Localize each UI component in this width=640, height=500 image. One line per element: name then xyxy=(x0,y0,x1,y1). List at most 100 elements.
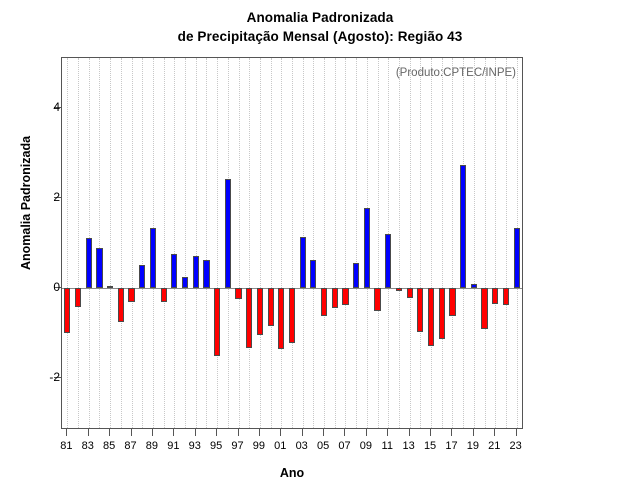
bar-04 xyxy=(310,259,317,289)
bar-14 xyxy=(417,288,424,333)
bar-87 xyxy=(128,288,135,303)
bar-89 xyxy=(149,228,157,289)
gridline-vertical xyxy=(270,58,272,428)
bar-90 xyxy=(160,288,167,303)
x-tick-label: 89 xyxy=(145,440,159,452)
gridline-vertical xyxy=(78,58,80,428)
bar-20 xyxy=(481,288,488,329)
bar-88 xyxy=(139,264,146,289)
gridline-vertical xyxy=(420,58,422,428)
x-tick-mark xyxy=(301,429,303,436)
bar-05 xyxy=(320,288,328,317)
x-tick-mark xyxy=(323,429,325,436)
x-tick-mark xyxy=(451,429,453,436)
bar-95 xyxy=(214,288,221,356)
x-tick-label: 93 xyxy=(188,440,201,452)
bar-09 xyxy=(363,208,370,289)
gridline-vertical xyxy=(142,58,144,428)
bar-19 xyxy=(470,283,477,289)
bar-22 xyxy=(502,288,510,305)
x-tick-mark xyxy=(87,429,89,436)
gridline-vertical xyxy=(377,58,379,428)
x-tick-mark xyxy=(151,429,153,436)
x-tick-label: 97 xyxy=(231,440,244,452)
x-tick-mark xyxy=(472,429,474,436)
x-tick-mark xyxy=(130,429,132,436)
gridline-vertical xyxy=(356,58,358,428)
gridline-vertical xyxy=(324,58,326,428)
y-tick-mark xyxy=(54,287,61,289)
y-tick-mark xyxy=(54,196,61,198)
bar-15 xyxy=(427,288,435,346)
x-axis-label: Ano xyxy=(279,466,305,480)
y-tick-label: 2 xyxy=(53,189,60,204)
gridline-vertical xyxy=(195,58,197,428)
x-tick-mark xyxy=(237,429,239,436)
y-tick-label: 0 xyxy=(53,280,60,295)
gridline-vertical xyxy=(313,58,315,428)
x-tick-label: 13 xyxy=(402,440,415,452)
plot-area: (Produto:CPTEC/INPE) xyxy=(61,57,523,429)
gridline-vertical xyxy=(163,58,165,428)
source-annotation: (Produto:CPTEC/INPE) xyxy=(395,67,516,79)
x-tick-label: 11 xyxy=(381,440,393,452)
y-axis-label: Anomalia Padronizada xyxy=(19,135,33,271)
gridline-vertical xyxy=(431,58,433,428)
bar-83 xyxy=(85,238,92,289)
y-tick-label: 4 xyxy=(53,99,60,114)
gridline-vertical xyxy=(409,58,411,428)
gridline-vertical xyxy=(110,58,112,428)
gridline-vertical xyxy=(441,58,443,428)
chart-title-line-2: de Precipitação Mensal (Agosto): Região … xyxy=(177,29,463,44)
x-tick-label: 05 xyxy=(316,440,330,452)
gridline-vertical xyxy=(495,58,497,428)
bar-18 xyxy=(460,165,467,289)
x-tick-label: 21 xyxy=(488,440,501,452)
x-tick-label: 87 xyxy=(124,440,137,452)
gridline-vertical xyxy=(131,58,133,428)
x-tick-mark xyxy=(258,429,260,436)
gridline-vertical xyxy=(505,58,507,428)
bar-84 xyxy=(96,247,103,289)
gridline-vertical xyxy=(345,58,347,428)
x-tick-mark xyxy=(387,429,389,436)
x-tick-label: 99 xyxy=(252,440,266,452)
gridline-vertical xyxy=(217,58,219,428)
bar-97 xyxy=(235,288,242,300)
bar-86 xyxy=(117,288,124,322)
bar-10 xyxy=(374,288,381,311)
gridline-vertical xyxy=(67,58,69,428)
bar-12 xyxy=(395,288,403,291)
bar-16 xyxy=(438,288,445,340)
gridline-vertical xyxy=(120,58,122,428)
x-tick-mark xyxy=(66,429,68,436)
gridline-vertical xyxy=(484,58,486,428)
gridline-vertical xyxy=(249,58,251,428)
gridline-vertical xyxy=(281,58,283,428)
gridline-vertical xyxy=(238,58,240,428)
x-tick-label: 09 xyxy=(359,440,372,452)
bar-99 xyxy=(256,288,263,336)
x-tick-label: 85 xyxy=(103,440,116,452)
gridline-vertical xyxy=(206,58,208,428)
gridline-vertical xyxy=(334,58,336,428)
bar-82 xyxy=(74,288,82,308)
gridline-vertical xyxy=(292,58,293,428)
x-tick-mark xyxy=(494,429,496,436)
x-tick-label: 91 xyxy=(167,440,180,452)
bar-23 xyxy=(513,228,520,289)
x-tick-label: 23 xyxy=(509,440,522,452)
bar-81 xyxy=(64,288,71,334)
bar-21 xyxy=(492,288,499,305)
x-tick-mark xyxy=(109,429,111,436)
chart-title: Anomalia Padronizada de Precipitação Men… xyxy=(0,8,640,46)
x-tick-mark xyxy=(408,429,410,436)
gridline-vertical xyxy=(452,58,454,428)
x-tick-mark xyxy=(365,429,367,436)
bar-96 xyxy=(224,179,231,289)
chart-title-line-1: Anomalia Padronizada xyxy=(246,10,394,25)
bar-98 xyxy=(246,288,253,349)
bar-02 xyxy=(288,288,296,344)
x-tick-mark xyxy=(194,429,196,436)
